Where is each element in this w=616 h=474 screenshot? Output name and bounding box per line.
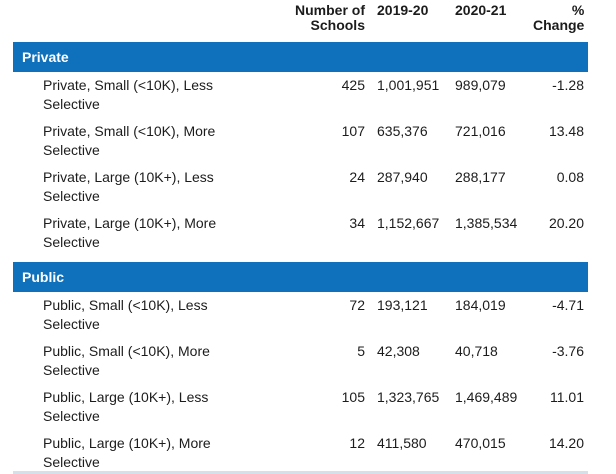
enrollment-2019-20: 635,376 xyxy=(377,123,428,139)
enrollment-2019-20: 193,121 xyxy=(377,297,428,313)
row-label: Private, Large (10K+), Less Selective xyxy=(43,169,214,204)
enrollment-2019-20: 1,001,951 xyxy=(377,77,440,93)
row-label: Public, Large (10K+), More Selective xyxy=(43,435,211,470)
row-label: Private, Small (<10K), Less Selective xyxy=(43,77,214,112)
schools-count: 34 xyxy=(349,215,365,231)
table-row: Public, Large (10K+), Less Selective 105… xyxy=(13,384,588,430)
enrollment-2020-21: 40,718 xyxy=(455,343,498,359)
enrollment-2020-21: 721,016 xyxy=(455,123,506,139)
pct-change: 20.20 xyxy=(548,215,584,231)
table-row: Public, Large (10K+), More Selective 12 … xyxy=(13,430,588,474)
row-label: Public, Small (<10K), Less Selective xyxy=(43,297,208,332)
schools-count: 5 xyxy=(357,343,365,359)
enrollment-2020-21: 184,019 xyxy=(455,297,506,313)
column-header-2019-20: 2019-20 xyxy=(377,2,429,18)
enrollment-2019-20: 287,940 xyxy=(377,169,428,185)
row-label: Private, Small (<10K), More Selective xyxy=(43,123,216,158)
enrollment-2019-20: 1,323,765 xyxy=(377,389,440,405)
enrollment-2020-21: 470,015 xyxy=(455,435,506,451)
column-header-pct-change: % Change xyxy=(533,2,585,33)
enrollment-2019-20: 42,308 xyxy=(377,343,420,359)
table-row: Private, Small (<10K), Less Selective 42… xyxy=(13,72,588,118)
enrollment-2019-20: 1,152,667 xyxy=(377,215,440,231)
pct-change: -1.28 xyxy=(552,77,584,93)
pct-change: 13.48 xyxy=(548,123,584,139)
column-header-number-of-schools: Number of Schools xyxy=(295,2,365,33)
table-row: Private, Large (10K+), Less Selective 24… xyxy=(13,164,588,210)
column-header-row: Number of Schools 2019-20 2020-21 % Chan… xyxy=(13,3,588,33)
next-section-bar-sliver xyxy=(13,471,588,474)
schools-count: 107 xyxy=(341,123,365,139)
pct-change: -4.71 xyxy=(552,297,584,313)
enrollment-2020-21: 989,079 xyxy=(455,77,506,93)
enrollment-2020-21: 1,469,489 xyxy=(455,389,518,405)
table-row: Public, Small (<10K), Less Selective 72 … xyxy=(13,292,588,338)
pct-change: 0.08 xyxy=(556,169,584,185)
section-header-private: Private xyxy=(13,42,588,72)
table-row: Private, Large (10K+), More Selective 34… xyxy=(13,210,588,256)
schools-count: 105 xyxy=(341,389,365,405)
column-header-2020-21: 2020-21 xyxy=(455,2,507,18)
schools-count: 72 xyxy=(349,297,365,313)
pct-change: -3.76 xyxy=(552,343,584,359)
enrollment-2020-21: 1,385,534 xyxy=(455,215,518,231)
schools-count: 425 xyxy=(341,77,365,93)
enrollment-2020-21: 288,177 xyxy=(455,169,506,185)
table-row: Private, Small (<10K), More Selective 10… xyxy=(13,118,588,164)
enrollment-2019-20: 411,580 xyxy=(377,435,427,451)
pct-change: 14.20 xyxy=(548,435,584,451)
schools-count: 24 xyxy=(349,169,365,185)
schools-count: 12 xyxy=(349,435,365,451)
row-label: Private, Large (10K+), More Selective xyxy=(43,215,217,250)
table-row: Public, Small (<10K), More Selective 5 4… xyxy=(13,338,588,384)
section-header-public: Public xyxy=(13,262,588,292)
pct-change: 11.01 xyxy=(550,389,584,405)
row-label: Public, Large (10K+), Less Selective xyxy=(43,389,209,424)
row-label: Public, Small (<10K), More Selective xyxy=(43,343,210,378)
